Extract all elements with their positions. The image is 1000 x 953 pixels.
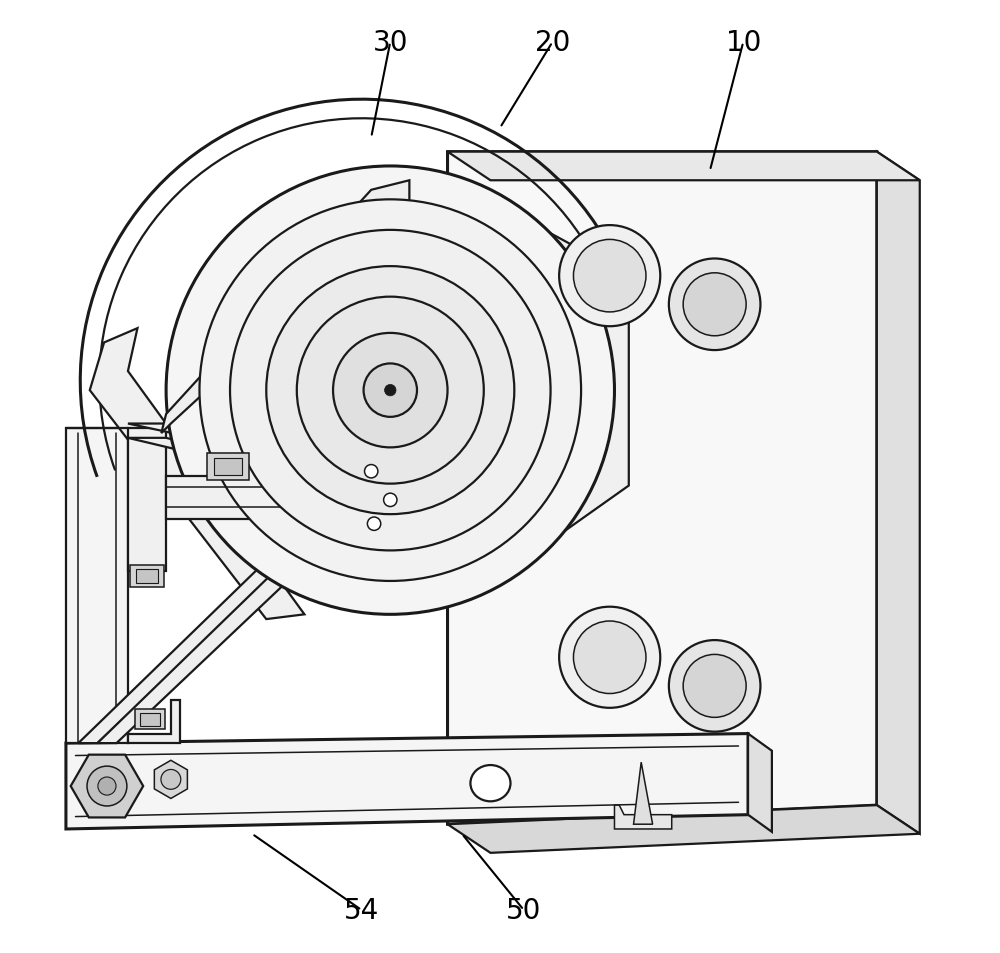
Polygon shape [140,713,160,726]
Circle shape [87,766,127,806]
Circle shape [230,231,551,551]
Polygon shape [448,152,877,824]
Circle shape [365,465,378,478]
Circle shape [266,267,514,515]
Polygon shape [448,805,920,853]
Circle shape [669,640,760,732]
Circle shape [166,167,614,615]
Circle shape [683,655,746,718]
Polygon shape [90,329,304,619]
Polygon shape [71,755,143,818]
Polygon shape [154,760,187,799]
Polygon shape [614,805,672,829]
Text: 50: 50 [506,896,542,924]
Polygon shape [97,529,333,743]
Circle shape [384,494,397,507]
Polygon shape [135,710,165,729]
Polygon shape [128,424,362,467]
Polygon shape [78,524,319,743]
Circle shape [669,259,760,351]
Polygon shape [128,429,166,572]
Polygon shape [450,257,614,505]
Circle shape [683,274,746,336]
Circle shape [199,200,581,581]
Polygon shape [128,700,180,743]
Polygon shape [66,734,748,829]
Polygon shape [748,734,772,832]
Polygon shape [448,152,920,181]
Text: 54: 54 [344,896,379,924]
Polygon shape [214,458,242,476]
Polygon shape [136,569,158,584]
Polygon shape [634,762,653,824]
Circle shape [385,385,396,396]
Polygon shape [166,476,328,519]
Circle shape [367,517,381,531]
Circle shape [98,778,116,795]
Polygon shape [128,438,362,486]
Polygon shape [877,152,920,834]
Text: 10: 10 [726,29,761,57]
Polygon shape [66,429,128,743]
Circle shape [333,334,448,448]
Ellipse shape [470,765,510,801]
Polygon shape [130,565,164,588]
Circle shape [364,364,417,417]
Circle shape [297,297,484,484]
Circle shape [161,770,181,789]
Circle shape [559,226,660,327]
Circle shape [573,621,646,694]
Polygon shape [514,214,629,567]
Text: 30: 30 [373,29,408,57]
Polygon shape [207,454,249,480]
Text: 20: 20 [535,29,570,57]
Circle shape [573,240,646,313]
Polygon shape [161,181,409,434]
Circle shape [559,607,660,708]
